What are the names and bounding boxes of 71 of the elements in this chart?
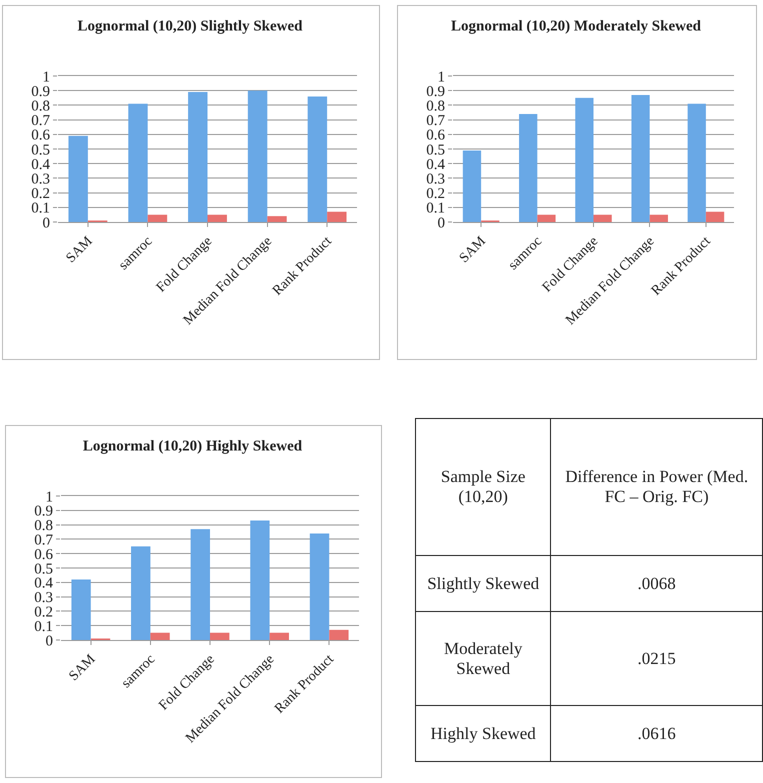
bar: [329, 630, 349, 640]
text: Sample Size (10,20): [416, 418, 551, 556]
y-tick-label: 0.8: [31, 98, 50, 114]
bar: [308, 96, 328, 222]
y-tick-label: 0.3: [34, 590, 53, 606]
text: Difference in Power (Med. FC – Orig. FC): [550, 418, 762, 556]
y-tick-label: 0.8: [426, 98, 445, 114]
y-tick-label: 0.6: [426, 128, 446, 144]
bar: [270, 632, 289, 640]
bar: [594, 214, 612, 222]
bar: [68, 136, 88, 222]
bar: [131, 546, 150, 640]
y-tick-label: 0.3: [426, 171, 445, 188]
chart-title: Lognormal (10,20) Moderately Skewed: [451, 18, 702, 35]
bar: [128, 104, 148, 222]
y-tick-label: 0.4: [426, 156, 446, 173]
bar: [188, 92, 208, 222]
bar: [310, 533, 330, 640]
text: .0068: [550, 556, 762, 612]
bar: [631, 94, 650, 222]
bar: [210, 632, 230, 640]
bar: [688, 104, 706, 222]
y-tick-label: 0.1: [31, 200, 50, 217]
y-tick-label: 0.5: [426, 142, 445, 158]
text: Slightly Skewed: [416, 556, 551, 612]
bar: [267, 216, 287, 222]
y-tick-label: 1: [42, 69, 50, 86]
y-tick-label: 0: [46, 633, 53, 650]
y-tick-label: 0.5: [31, 142, 50, 158]
y-tick-label: 0.2: [31, 186, 50, 202]
y-tick-label: 0: [42, 215, 50, 232]
bar: [519, 114, 538, 222]
y-tick-label: 0.3: [31, 171, 50, 188]
y-tick-label: 0.1: [426, 200, 445, 217]
text: .0616: [550, 706, 762, 762]
chart-title: Lognormal (10,20) Highly Skewed: [82, 438, 303, 454]
bar: [148, 214, 168, 222]
y-tick-label: 0.4: [31, 156, 50, 173]
y-tick-label: 0.1: [34, 618, 53, 635]
y-tick-label: 0.6: [31, 128, 50, 144]
bar: [150, 632, 170, 640]
bar: [248, 90, 268, 222]
y-tick-label: 0.7: [31, 113, 50, 130]
text: .0215: [550, 611, 762, 706]
text: Highly Skewed: [416, 706, 551, 762]
y-tick-label: 0.2: [34, 604, 53, 620]
y-tick-label: 0.7: [34, 532, 54, 548]
bar: [650, 214, 668, 222]
bar: [575, 98, 594, 222]
y-tick-label: 1: [438, 69, 445, 86]
bar: [250, 520, 270, 640]
y-tick-label: 0.6: [34, 546, 54, 563]
bar: [537, 214, 556, 222]
y-tick-label: 0.9: [426, 84, 445, 100]
y-tick-label: 0: [438, 215, 445, 232]
y-tick-label: 0.5: [34, 561, 53, 578]
y-tick-label: 0.2: [426, 186, 445, 202]
y-tick-label: 0.7: [426, 113, 446, 130]
bar: [208, 214, 227, 222]
bar: [462, 150, 482, 222]
chart-title: Lognormal (10,20) Slightly Skewed: [77, 18, 304, 35]
y-tick-label: 1: [46, 489, 53, 506]
bar: [71, 580, 91, 640]
text: Moderately Skewed: [416, 611, 551, 706]
bar: [706, 212, 724, 222]
y-tick-label: 0.9: [31, 84, 50, 100]
bar: [190, 529, 210, 640]
y-tick-label: 0.8: [34, 518, 53, 534]
y-tick-label: 0.4: [34, 576, 54, 592]
bar: [327, 212, 347, 222]
y-tick-label: 0.9: [34, 504, 53, 520]
